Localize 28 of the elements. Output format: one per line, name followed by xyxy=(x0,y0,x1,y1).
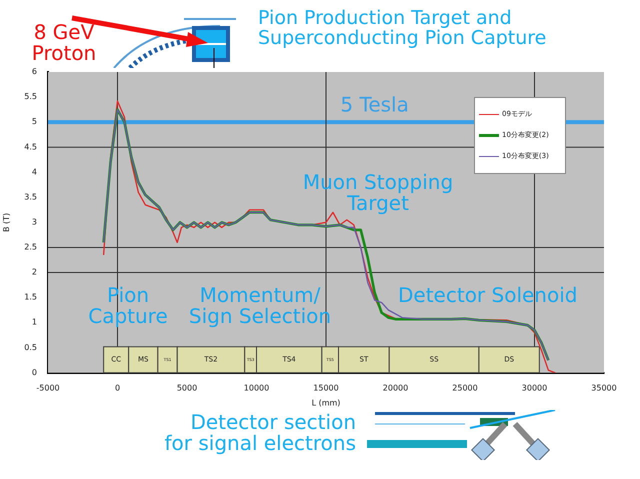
x-tick-label: 30000 xyxy=(522,384,548,393)
x-tick-label: 5000 xyxy=(176,384,198,393)
y-tick-label: 3.5 xyxy=(24,192,37,202)
y-axis-title: B (T) xyxy=(2,212,11,232)
x-axis-title: L (mm) xyxy=(312,398,340,408)
y-tick-label: 6 xyxy=(32,67,37,76)
y-tick-label: 5 xyxy=(32,117,37,126)
text: 8 GeV Proton xyxy=(30,20,98,65)
x-tick-label: -5000 xyxy=(36,384,60,393)
y-tick-label: 1.5 xyxy=(24,292,37,302)
y-tick-label: 2 xyxy=(32,268,37,277)
y-tick-label: 4.5 xyxy=(24,142,37,152)
x-tick-label: 15000 xyxy=(313,384,339,393)
x-tick-label: 20000 xyxy=(382,384,408,393)
x-tick-label: 35000 xyxy=(591,384,617,393)
x-tick-label: 25000 xyxy=(452,384,478,393)
x-tick-label: 10000 xyxy=(244,384,270,393)
y-tick-label: 4 xyxy=(32,167,37,176)
y-tick-label: 3 xyxy=(32,217,37,226)
x-tick-label: 0 xyxy=(114,384,120,393)
y-tick-label: 5.5 xyxy=(24,92,37,102)
y-tick-label: 0 xyxy=(32,368,37,377)
y-tick-label: 1 xyxy=(32,318,37,327)
y-tick-label: 0.5 xyxy=(24,342,37,352)
text: Pion Production Target and Superconducting Pion Capture xyxy=(258,7,548,49)
y-tick-label: 2.5 xyxy=(24,242,37,252)
ref-line-label: 5 Tesla xyxy=(340,92,409,116)
text: Detector section for signal electrons xyxy=(164,410,356,455)
